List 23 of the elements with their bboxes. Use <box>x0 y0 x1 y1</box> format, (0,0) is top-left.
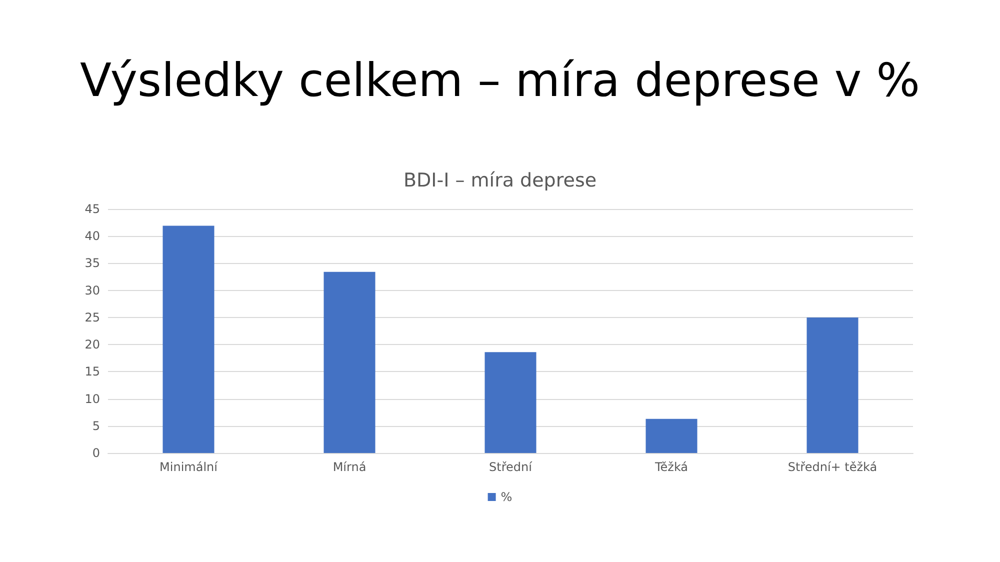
x-tick-label: Mírná <box>332 460 366 474</box>
y-tick-label: 45 <box>84 202 100 216</box>
y-tick-label: 15 <box>84 364 100 379</box>
y-tick-label: 40 <box>84 229 100 244</box>
bar <box>806 317 858 453</box>
y-tick-label: 35 <box>84 256 100 270</box>
legend-label: % <box>500 490 512 504</box>
bar <box>162 226 214 453</box>
chart-title: Výsledky celkem – míra deprese v % <box>80 53 920 107</box>
x-tick-label: Minimální <box>160 460 218 474</box>
y-tick-label: 0 <box>92 446 100 460</box>
x-tick-label: Střední+ těžká <box>788 460 878 474</box>
y-tick-label: 5 <box>92 418 100 433</box>
bar <box>324 272 376 453</box>
chart-subtitle: BDI-I – míra deprese <box>403 170 597 192</box>
x-tick-label: Těžká <box>654 460 688 474</box>
x-tick-label: Střední <box>489 460 533 474</box>
y-tick-label: 25 <box>84 310 100 324</box>
bar <box>646 418 698 453</box>
y-tick-label: 10 <box>84 392 100 406</box>
bar <box>484 352 536 453</box>
y-tick-label: 20 <box>84 338 100 352</box>
y-tick-label: 30 <box>84 283 100 298</box>
